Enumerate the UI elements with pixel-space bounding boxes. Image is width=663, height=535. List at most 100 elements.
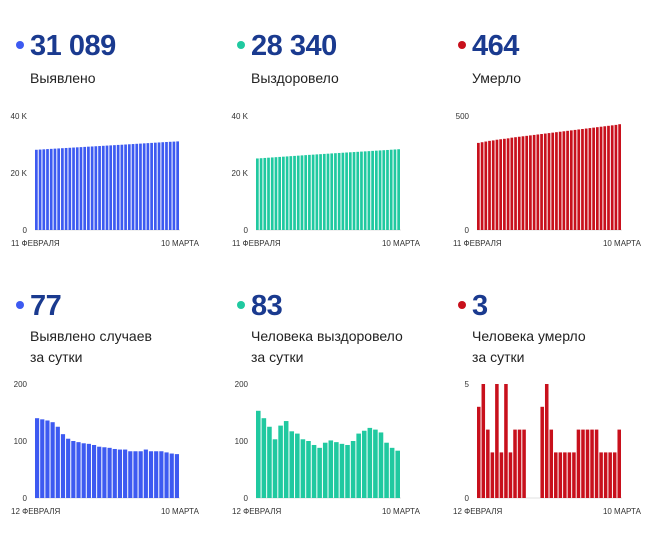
stat-label: Выявлено случаев за сутки bbox=[30, 326, 152, 368]
bar bbox=[174, 454, 179, 498]
bar bbox=[491, 140, 495, 230]
bar bbox=[49, 148, 53, 230]
bar bbox=[517, 429, 522, 498]
x-end-label: 10 МАРТА bbox=[603, 507, 642, 516]
bar bbox=[382, 150, 386, 230]
bar bbox=[169, 453, 174, 498]
bar bbox=[540, 406, 544, 498]
chart-total-recovered: 0 20 K 40 K 11 ФЕВРАЛЯ 10 МАРТА bbox=[232, 112, 421, 248]
bar bbox=[480, 142, 484, 230]
bar bbox=[363, 151, 367, 230]
bar bbox=[71, 441, 76, 498]
bar bbox=[285, 156, 289, 230]
bar bbox=[374, 150, 378, 230]
bar bbox=[607, 125, 610, 230]
bar bbox=[150, 142, 153, 230]
stat-label-line: Человека выздоровело bbox=[251, 328, 403, 344]
bar bbox=[55, 426, 60, 498]
bar bbox=[361, 430, 367, 498]
legend-dot bbox=[237, 41, 245, 49]
panel-daily-recovered: 83 Человека выздоровело за сутки 0 100 200… bbox=[221, 268, 442, 535]
bar bbox=[81, 443, 86, 498]
bar bbox=[272, 439, 278, 498]
bar bbox=[328, 440, 334, 498]
bar bbox=[53, 148, 57, 230]
y-tick-label: 5 bbox=[465, 380, 470, 389]
bar bbox=[577, 129, 581, 230]
bar bbox=[97, 446, 102, 498]
bar bbox=[378, 432, 384, 498]
panel-daily-detected: 77 Выявлено случаев за сутки 0 100 200 12 Ф… bbox=[0, 268, 221, 535]
stat-number: 28 340 bbox=[251, 30, 337, 62]
bar bbox=[322, 153, 326, 230]
bar bbox=[554, 452, 558, 498]
bar bbox=[566, 130, 569, 230]
bar bbox=[61, 148, 64, 230]
bar bbox=[569, 130, 573, 230]
bar bbox=[334, 442, 339, 498]
bar bbox=[517, 136, 521, 230]
legend-dot bbox=[458, 301, 466, 309]
stat-number: 464 bbox=[472, 30, 519, 62]
bar bbox=[46, 149, 49, 230]
bar bbox=[311, 444, 317, 498]
bar bbox=[356, 151, 360, 230]
legend-dot bbox=[16, 41, 24, 49]
bar bbox=[614, 124, 618, 230]
y-tick-label: 200 bbox=[14, 380, 28, 389]
bar bbox=[261, 418, 267, 498]
bar bbox=[495, 384, 499, 498]
bar bbox=[543, 133, 547, 230]
y-tick-label: 40 K bbox=[11, 112, 28, 121]
bar bbox=[397, 149, 400, 230]
chart-daily-recovered: 0 100 200 12 ФЕВРАЛЯ 10 МАРТА bbox=[232, 380, 421, 516]
x-start-label: 11 ФЕВРАЛЯ bbox=[232, 239, 281, 248]
y-tick-label: 500 bbox=[456, 112, 470, 121]
bar bbox=[345, 444, 350, 498]
bar bbox=[544, 384, 549, 498]
y-tick-label: 0 bbox=[23, 226, 28, 235]
y-tick-label: 0 bbox=[244, 226, 249, 235]
bar bbox=[477, 406, 481, 498]
bar bbox=[79, 147, 83, 230]
bar bbox=[488, 140, 491, 230]
bar bbox=[584, 128, 588, 230]
bar bbox=[522, 429, 526, 498]
bar bbox=[38, 149, 42, 230]
bar bbox=[120, 144, 124, 230]
stat-number: 31 089 bbox=[30, 30, 116, 62]
bar bbox=[90, 146, 94, 230]
bar bbox=[334, 153, 337, 230]
y-tick-label: 40 K bbox=[232, 112, 249, 121]
bar bbox=[270, 157, 274, 230]
bar bbox=[558, 452, 563, 498]
stat-label-line: Человека умерло bbox=[472, 328, 586, 344]
bar bbox=[322, 442, 328, 498]
bar bbox=[508, 452, 513, 498]
bar bbox=[608, 452, 612, 498]
panel-total-detected: 31 089 Выявлено 0 20 K 40 K 11 ФЕВРАЛЯ 10 МА… bbox=[0, 0, 221, 267]
stat-label: Человека умерло за сутки bbox=[472, 326, 586, 368]
bar bbox=[91, 444, 97, 498]
chart-daily-detected: 0 100 200 12 ФЕВРАЛЯ 10 МАРТА bbox=[11, 380, 200, 516]
bar bbox=[514, 137, 517, 230]
bar bbox=[263, 157, 267, 230]
bar bbox=[112, 448, 117, 498]
x-start-label: 11 ФЕВРАЛЯ bbox=[453, 239, 502, 248]
bar bbox=[481, 384, 486, 498]
bar bbox=[278, 425, 283, 498]
bar bbox=[339, 443, 345, 498]
bar bbox=[311, 154, 315, 230]
bar bbox=[153, 142, 157, 230]
bar bbox=[98, 146, 101, 230]
bar bbox=[306, 441, 311, 498]
panel-total-recovered: 28 340 Выздоровело 0 20 K 40 K 11 ФЕВРАЛЯ 10… bbox=[221, 0, 442, 267]
bar bbox=[135, 143, 139, 230]
bar bbox=[386, 149, 389, 230]
x-start-label: 12 ФЕВРАЛЯ bbox=[453, 507, 502, 516]
bar bbox=[595, 127, 599, 230]
legend-dot bbox=[458, 41, 466, 49]
stat-label: Умерло bbox=[472, 68, 521, 89]
bar bbox=[283, 421, 289, 498]
y-tick-label: 20 K bbox=[11, 169, 28, 178]
